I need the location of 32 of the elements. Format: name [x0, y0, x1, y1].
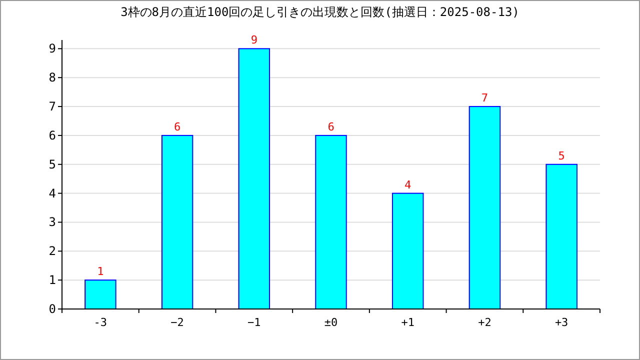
bar — [238, 48, 270, 310]
x-tick-label: +1 — [401, 316, 414, 329]
x-tick-label: ±0 — [324, 316, 338, 329]
y-tick-label: 2 — [48, 244, 56, 258]
y-tick-label: 9 — [48, 42, 56, 56]
y-tick-label: 8 — [48, 70, 56, 85]
data-label: 1 — [97, 265, 104, 278]
bar — [315, 134, 347, 310]
bar — [392, 192, 424, 310]
y-tick-label: 7 — [48, 100, 56, 114]
chart-title: 3枠の8月の直近100回の足し引きの出現数と回数(抽選日：2025-08-13) — [120, 5, 520, 19]
y-tick-label: 3 — [48, 215, 56, 230]
x-tick-label: +2 — [478, 316, 492, 329]
data-label: 4 — [404, 178, 412, 192]
x-tick-label: −2 — [170, 316, 184, 329]
x-tick-label: −1 — [248, 316, 261, 329]
x-tick-label: -3 — [94, 316, 108, 329]
bar — [546, 164, 578, 310]
data-label: 6 — [174, 120, 181, 134]
data-label: 5 — [558, 149, 565, 162]
y-tick-label: 4 — [48, 186, 56, 200]
y-tick-label: 5 — [48, 157, 56, 172]
bar — [84, 280, 116, 310]
bar — [161, 134, 194, 310]
y-tick-label: 0 — [48, 302, 56, 316]
y-tick-label: 6 — [48, 128, 56, 142]
data-label: 7 — [481, 92, 488, 105]
x-tick-label: +3 — [554, 316, 568, 329]
data-label: 9 — [250, 34, 258, 47]
data-label: 6 — [328, 120, 334, 134]
bar — [468, 106, 501, 310]
y-tick-label: 1 — [48, 273, 56, 288]
